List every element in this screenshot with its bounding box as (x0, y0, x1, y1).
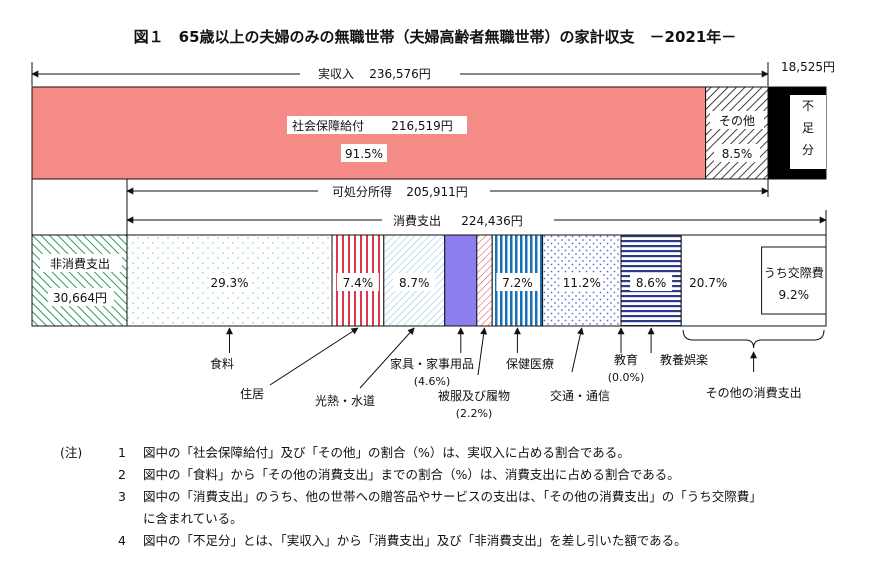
callout-label: (2.2%) (456, 407, 493, 420)
share-label: 7.2% (502, 276, 533, 290)
bar-non-consumption (31, 234, 128, 327)
bar-clothing (476, 234, 493, 327)
social-security-share: 91.5% (345, 147, 383, 161)
expenditure-share-labels: 29.3% 7.4% 8.7% 7.2% 11.2% 8.6% 20.7% うち交際費 9.2% (208, 265, 824, 302)
notes-marker: (注) (60, 445, 83, 460)
income-total-label: 実収入 (318, 66, 354, 81)
share-label: 8.7% (399, 276, 430, 290)
callout-label: 家具・家事用品 (390, 356, 474, 371)
bar-income-other (705, 86, 769, 180)
callout-label: 食料 (210, 356, 234, 371)
share-label: 29.3% (210, 276, 248, 290)
shortfall-value: 18,525円 (781, 60, 835, 74)
bar-entertainment (761, 246, 827, 315)
bar-furniture (444, 234, 478, 327)
share-label: 7.4% (343, 276, 374, 290)
note-4-num: 4 (118, 533, 126, 548)
note-4-text: 図中の「不足分」とは、「実収入」から「消費支出」及び「非消費支出」を差し引いた額… (143, 533, 687, 548)
note-3-cont: に含まれている。 (143, 511, 243, 526)
income-other-share: 8.5% (722, 147, 753, 161)
income-total-value: 236,576円 (369, 67, 431, 81)
callout-label: 教育 (614, 352, 638, 367)
callout-label: 被服及び履物 (438, 389, 510, 403)
entertainment-share: 9.2% (779, 288, 810, 302)
note-2-num: 2 (118, 467, 126, 482)
income-other-label: その他 (719, 114, 755, 128)
chart-title: 図１ 65歳以上の夫婦のみの無職世帯（夫婦高齢者無職世帯）の家計収支 －2021… (134, 28, 737, 46)
disposable-label: 可処分所得 (332, 184, 392, 199)
callout-arrow (477, 327, 488, 376)
consumption-value: 224,436円 (461, 214, 523, 228)
entertainment-label: うち交際費 (764, 265, 824, 280)
consumption-label: 消費支出 (393, 213, 441, 228)
shortfall-label: 不足分 (802, 99, 814, 157)
social-security-label: 社会保障給付 (292, 118, 364, 133)
note-1-num: 1 (118, 445, 126, 460)
note-1-text: 図中の「社会保障給付」及び「その他」の割合（%）は、実収入に占める割合である。 (143, 445, 630, 460)
callout-arrow (269, 327, 359, 386)
other-consumption-brace (682, 329, 825, 349)
note-2-text: 図中の「食料」から「その他の消費支出」までの割合（%）は、消費支出に占める割合で… (143, 467, 680, 482)
note-3-text: 図中の「消費支出」のうち、他の世帯への贈答品やサービスの支出は、「その他の消費支… (143, 489, 762, 504)
callout-label: 住居 (240, 387, 264, 401)
callout-label-other-consumption: その他の消費支出 (706, 385, 802, 400)
shortfall-char: 足 (802, 121, 814, 135)
share-label: 8.6% (636, 276, 667, 290)
callout-label: 交通・通信 (550, 388, 610, 403)
non-consumption-label: 非消費支出 (50, 256, 110, 271)
share-label: 11.2% (563, 276, 601, 290)
shortfall-char: 分 (802, 143, 814, 157)
note-3-num: 3 (118, 489, 126, 504)
callout-arrow (571, 327, 584, 373)
callout-label: (4.6%) (414, 375, 451, 388)
callout-label: 保健医療 (506, 357, 554, 371)
category-callouts: 食料住居光熱・水道 家具・家事用品 (4.6%)被服及び履物 (2.2%) 保健医療交通… (210, 327, 802, 420)
non-consumption-amount: 30,664円 (53, 291, 107, 305)
callout-label: (0.0%) (608, 371, 645, 384)
social-security-amount: 216,519円 (391, 119, 453, 133)
callout-arrow (359, 327, 415, 389)
callout-label: 光熱・水道 (315, 394, 375, 408)
shortfall-char: 不 (802, 99, 814, 113)
callout-label: 教養娯楽 (660, 352, 708, 367)
share-label-other: 20.7% (689, 276, 727, 290)
disposable-value: 205,911円 (406, 185, 468, 199)
